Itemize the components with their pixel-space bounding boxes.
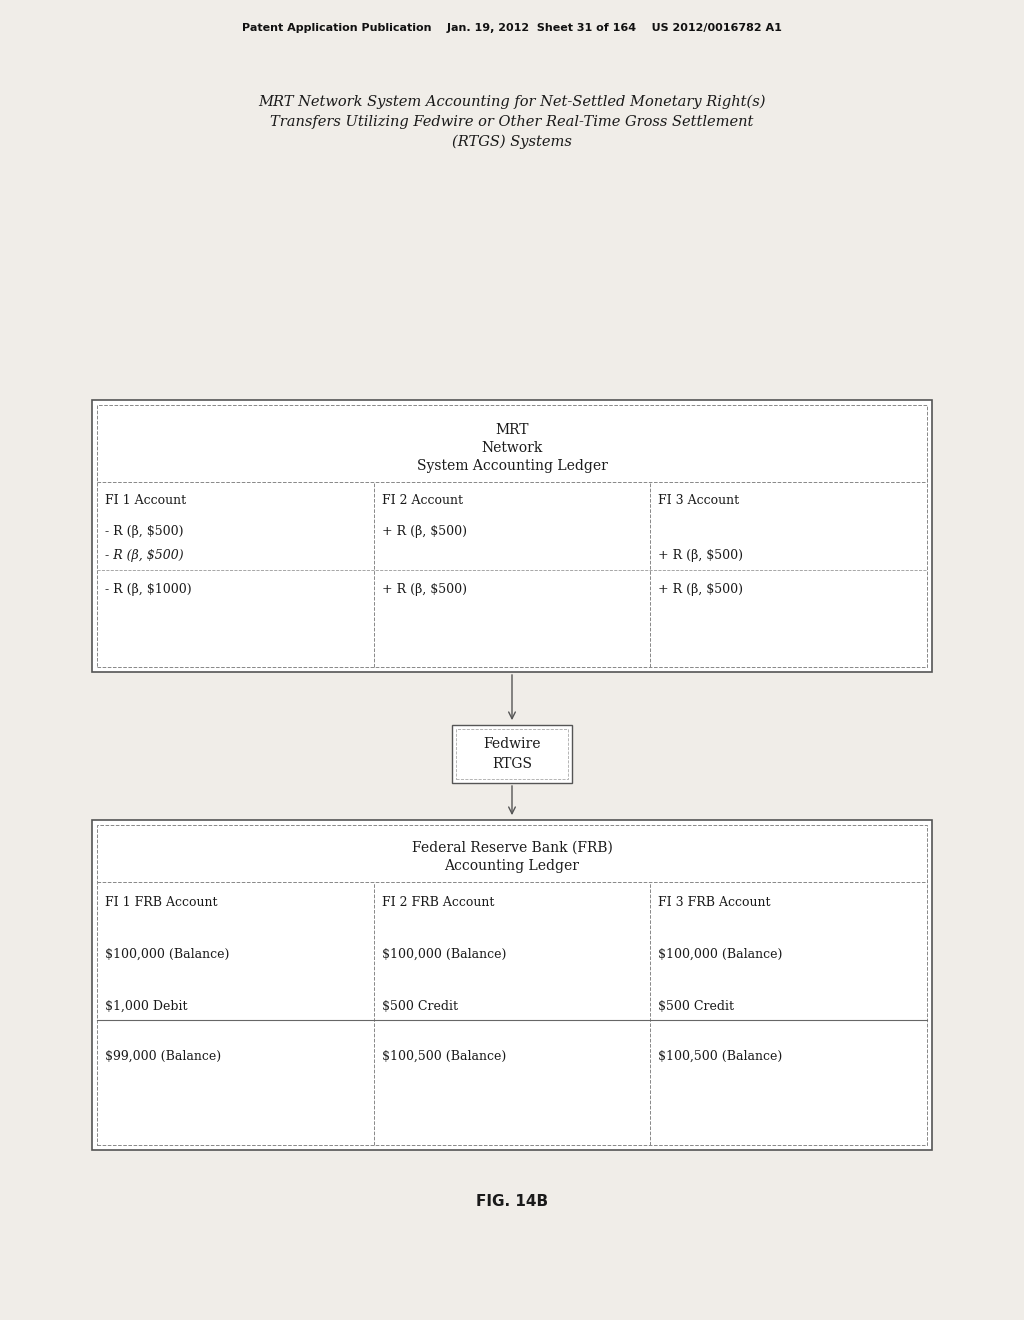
Text: System Accounting Ledger: System Accounting Ledger bbox=[417, 459, 607, 473]
Text: FIG. 14B: FIG. 14B bbox=[476, 1195, 548, 1209]
Text: - R (β, $1000): - R (β, $1000) bbox=[105, 583, 191, 597]
Text: Network: Network bbox=[481, 441, 543, 455]
Text: $500 Credit: $500 Credit bbox=[382, 999, 458, 1012]
Bar bbox=[97, 825, 927, 1144]
Text: $99,000 (Balance): $99,000 (Balance) bbox=[105, 1049, 221, 1063]
Text: $500 Credit: $500 Credit bbox=[658, 999, 734, 1012]
Text: FI 3 Account: FI 3 Account bbox=[658, 494, 739, 507]
Text: FI 1 FRB Account: FI 1 FRB Account bbox=[105, 895, 217, 908]
Text: Fedwire: Fedwire bbox=[483, 737, 541, 751]
Text: - R (β, $500): - R (β, $500) bbox=[105, 525, 183, 539]
Text: MRT: MRT bbox=[496, 422, 528, 437]
Bar bbox=[452, 725, 572, 783]
Text: (RTGS) Systems: (RTGS) Systems bbox=[452, 135, 572, 149]
Bar bbox=[92, 820, 932, 1150]
Text: FI 3 FRB Account: FI 3 FRB Account bbox=[658, 895, 771, 908]
Text: Accounting Ledger: Accounting Ledger bbox=[444, 859, 580, 873]
Text: $100,500 (Balance): $100,500 (Balance) bbox=[382, 1049, 506, 1063]
Text: MRT Network System Accounting for Net-Settled Monetary Right(s): MRT Network System Accounting for Net-Se… bbox=[258, 95, 766, 110]
Text: $100,000 (Balance): $100,000 (Balance) bbox=[658, 948, 782, 961]
Text: + R (β, $500): + R (β, $500) bbox=[382, 583, 467, 597]
Text: Transfers Utilizing Fedwire or Other Real-Time Gross Settlement: Transfers Utilizing Fedwire or Other Rea… bbox=[270, 115, 754, 129]
Bar bbox=[456, 729, 568, 779]
Text: + R (β, $500): + R (β, $500) bbox=[658, 583, 743, 597]
Text: + R (β, $500): + R (β, $500) bbox=[382, 525, 467, 539]
Text: $100,000 (Balance): $100,000 (Balance) bbox=[382, 948, 506, 961]
Bar bbox=[92, 400, 932, 672]
Text: FI 2 FRB Account: FI 2 FRB Account bbox=[382, 895, 494, 908]
Text: Patent Application Publication    Jan. 19, 2012  Sheet 31 of 164    US 2012/0016: Patent Application Publication Jan. 19, … bbox=[242, 22, 782, 33]
Text: RTGS: RTGS bbox=[492, 756, 532, 771]
Text: $100,500 (Balance): $100,500 (Balance) bbox=[658, 1049, 782, 1063]
Text: FI 1 Account: FI 1 Account bbox=[105, 494, 186, 507]
Text: Federal Reserve Bank (FRB): Federal Reserve Bank (FRB) bbox=[412, 841, 612, 855]
Text: + R (β, $500): + R (β, $500) bbox=[658, 549, 743, 562]
Bar bbox=[97, 405, 927, 667]
Text: $100,000 (Balance): $100,000 (Balance) bbox=[105, 948, 229, 961]
Text: - R (β, $500): - R (β, $500) bbox=[105, 549, 183, 562]
Text: $1,000 Debit: $1,000 Debit bbox=[105, 999, 187, 1012]
Text: FI 2 Account: FI 2 Account bbox=[382, 494, 463, 507]
